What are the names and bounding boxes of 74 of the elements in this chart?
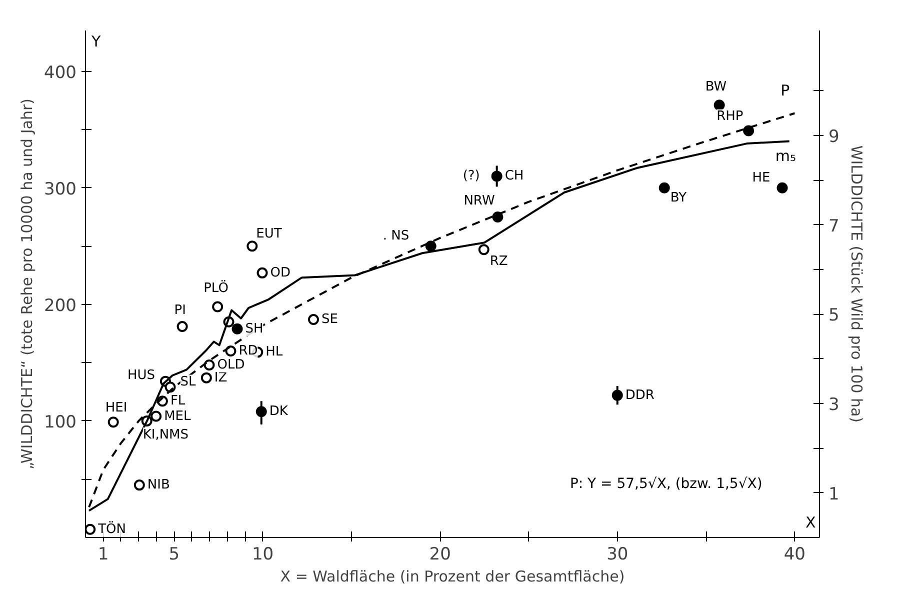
annotation: DK (269, 404, 288, 420)
y2-tick-label: 9 (828, 126, 840, 147)
annotation: BW (705, 80, 727, 95)
y-tick-label: 200 (44, 296, 77, 316)
point (425, 240, 436, 252)
y-tick-label: 300 (44, 179, 77, 200)
point (256, 267, 268, 278)
point (478, 244, 490, 256)
point (134, 480, 145, 491)
annotation: RD (238, 344, 258, 359)
y2-tick-label: 3 (828, 394, 840, 415)
annotation: X (806, 514, 816, 532)
annotation: NRW (464, 193, 495, 208)
x-tick-label: 5 (168, 544, 180, 564)
point (176, 321, 188, 332)
x-tick-label: 20 (429, 544, 451, 564)
y-tick-label: 400 (44, 62, 77, 83)
x-tick-label: 30 (606, 544, 628, 564)
annotation: KI,NMS (142, 427, 189, 442)
x-tick-label: 1 (98, 544, 109, 564)
point (246, 240, 258, 252)
x-axis-title: X = Waldfläche (in Prozent der Gesamtfläche) (280, 568, 625, 586)
annotation: SH (245, 321, 264, 336)
point (204, 360, 215, 370)
annotation: CH (504, 168, 524, 184)
y2-axis-title: WILDDICHTE (Stück Wild pro 100 ha) (847, 145, 866, 423)
annotation: EUT (256, 226, 282, 242)
annotation: HUS (127, 368, 156, 383)
annotation: HL (266, 344, 284, 360)
point (776, 182, 788, 194)
point (491, 170, 502, 182)
y2-tick-label: 1 (828, 484, 840, 504)
point (714, 100, 725, 111)
annotation: DDR (625, 388, 654, 403)
annotation: PI (174, 303, 186, 318)
point (232, 323, 243, 334)
annotation: SL (180, 374, 196, 390)
series-label: m₅ (775, 147, 796, 166)
annotation: NIB (147, 478, 170, 493)
annotation: Y (90, 32, 102, 50)
annotation: P: Y = 57,5√X, (bzw. 1,5√X) (570, 476, 762, 492)
annotation: . NS (382, 228, 410, 244)
point (200, 372, 212, 384)
point (743, 125, 754, 136)
annotation: RZ (490, 254, 508, 270)
annotation: TÖN (97, 520, 126, 537)
y-tick-label: 100 (44, 412, 77, 432)
x-tick-label: 40 (784, 544, 806, 564)
annotation: RHP (716, 109, 744, 124)
y-axis-title: „WILDDICHTE“ (tote Rehe pro 10000 ha und Jahr) (18, 98, 36, 470)
x-tick-label: 10 (252, 544, 274, 564)
annotation: FL (170, 394, 186, 409)
point (86, 524, 96, 535)
annotation: OLD (217, 358, 245, 373)
point (256, 406, 267, 418)
annotation: SE (322, 312, 338, 328)
point (150, 410, 162, 422)
annotation: BY (670, 190, 687, 206)
annotation: HE (752, 170, 770, 186)
point (212, 301, 224, 312)
point (612, 390, 623, 401)
y2-tick-label: 7 (828, 216, 840, 236)
series-label: P (780, 81, 790, 100)
annotation: OD (270, 265, 291, 280)
annotation: HEI (105, 400, 128, 416)
annotation: MEL (164, 408, 192, 424)
annotation: IZ (214, 370, 228, 386)
point (492, 211, 504, 222)
annotation: PLÖ (204, 280, 228, 296)
y2-tick-label: 5 (828, 306, 840, 326)
point (308, 314, 319, 326)
point (108, 416, 119, 428)
point (658, 182, 670, 194)
annotation: (?) (462, 168, 480, 184)
